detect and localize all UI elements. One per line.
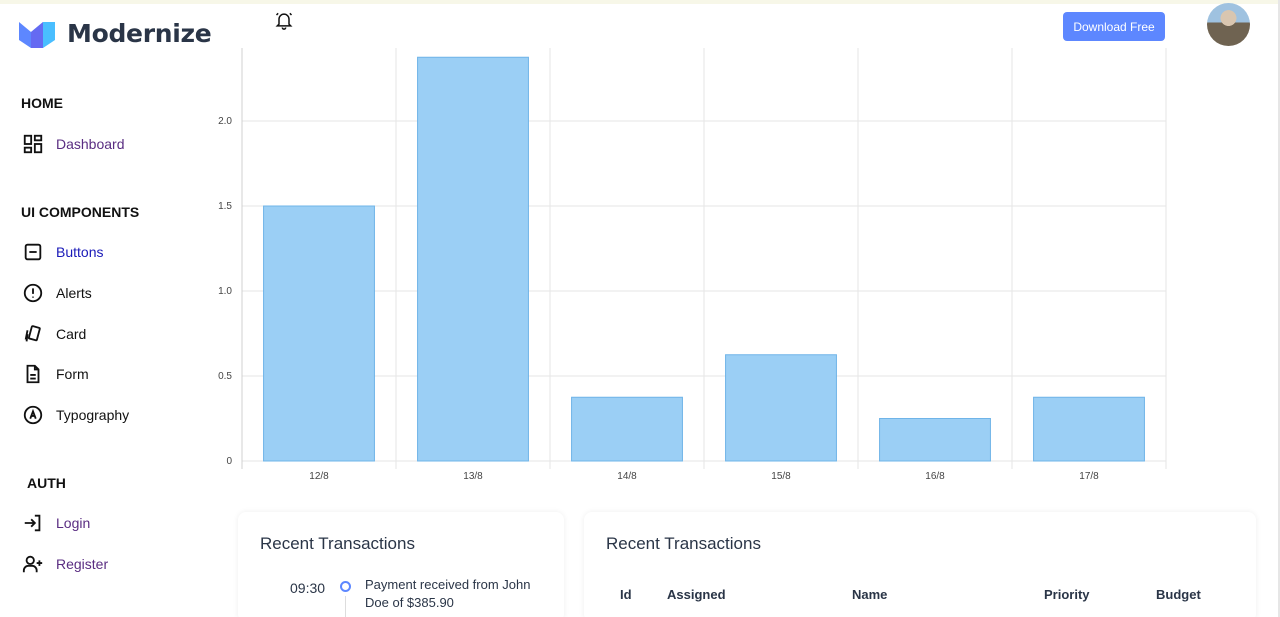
table-header-assigned[interactable]: Assigned <box>667 587 726 602</box>
transaction-time: 09:30 <box>290 580 326 596</box>
sidebar-item-card[interactable]: Card <box>22 323 86 345</box>
sidebar-item-label: Register <box>56 556 109 572</box>
card-title: Recent Transactions <box>606 534 761 553</box>
scrollbar-edge[interactable] <box>1278 0 1280 617</box>
x-tick-label: 14/8 <box>617 471 637 482</box>
sidebar-item-label: Login <box>56 515 91 531</box>
sidebar-item-dashboard[interactable]: Dashboard <box>22 133 125 155</box>
y-tick-label: 0 <box>226 456 232 467</box>
nav-caption-ui-components: UI COMPONENTS <box>21 204 140 220</box>
sidebar-item-label: Typography <box>56 407 130 423</box>
x-tick-label: 15/8 <box>771 471 791 482</box>
user-plus-icon <box>22 555 43 573</box>
sidebar-item-form[interactable]: Form <box>22 363 89 385</box>
y-tick-label: 2.0 <box>218 116 232 127</box>
sidebar-item-label: Form <box>56 366 89 382</box>
y-tick-label: 0.5 <box>218 371 232 382</box>
avatar[interactable] <box>1207 3 1250 46</box>
logo-text: Modernize <box>67 18 212 48</box>
sidebar-item-label: Dashboard <box>56 136 125 152</box>
sidebar-item-typography[interactable]: Typography <box>22 404 129 426</box>
logo[interactable]: Modernize <box>17 18 212 48</box>
cards-icon <box>24 325 41 342</box>
x-tick-label: 17/8 <box>1079 471 1099 482</box>
alert-circle-icon <box>23 283 43 303</box>
timeline-dot-icon <box>340 581 351 592</box>
table-header-name[interactable]: Name <box>852 587 888 602</box>
nav-caption-home: HOME <box>21 95 63 111</box>
download-free-button[interactable]: Download Free <box>1063 12 1165 41</box>
file-text-icon <box>26 364 40 384</box>
sidebar-item-label: Alerts <box>56 285 92 301</box>
sidebar-item-alerts[interactable]: Alerts <box>22 282 92 304</box>
nav-caption-auth: AUTH <box>27 475 66 491</box>
dashboard-icon <box>23 134 43 154</box>
timeline-line <box>345 596 346 617</box>
y-tick-label: 1.5 <box>218 201 232 212</box>
y-tick-label: 1.0 <box>218 286 232 297</box>
typography-icon <box>23 405 43 425</box>
sidebar-item-label: Buttons <box>56 244 104 260</box>
recent-transactions-table-card: Recent Transactions Id Assigned Name Pri… <box>584 512 1256 617</box>
bar <box>879 418 991 462</box>
x-tick-label: 12/8 <box>309 471 329 482</box>
sidebar-item-register[interactable]: Register <box>22 553 108 575</box>
x-tick-label: 13/8 <box>463 471 483 482</box>
bar <box>1033 396 1145 462</box>
table-header-budget[interactable]: Budget <box>1156 587 1201 602</box>
logo-icon <box>19 22 55 48</box>
bar <box>571 396 683 462</box>
bar-chart: 0 0.5 1.0 1.5 2.0 12/8 13/8 14/8 15/8 16/8 17/8 <box>218 48 1167 482</box>
login-icon <box>24 514 41 532</box>
table-header-id[interactable]: Id <box>620 587 632 602</box>
x-tick-label: 16/8 <box>925 471 945 482</box>
transaction-text: Payment received from John Doe of $385.9… <box>365 577 531 610</box>
top-border <box>0 0 1280 4</box>
recent-transactions-card: Recent Transactions 09:30 Payment receiv… <box>238 512 564 617</box>
buttons-icon <box>24 243 42 261</box>
bar <box>417 56 529 462</box>
card-title: Recent Transactions <box>260 534 415 553</box>
bar <box>725 354 837 462</box>
sidebar-item-label: Card <box>56 326 87 342</box>
bar <box>263 205 375 462</box>
table-header-priority[interactable]: Priority <box>1044 587 1090 602</box>
bell-icon[interactable] <box>274 10 294 30</box>
sidebar-item-login[interactable]: Login <box>22 512 90 534</box>
sidebar-item-buttons[interactable]: Buttons <box>22 241 103 263</box>
